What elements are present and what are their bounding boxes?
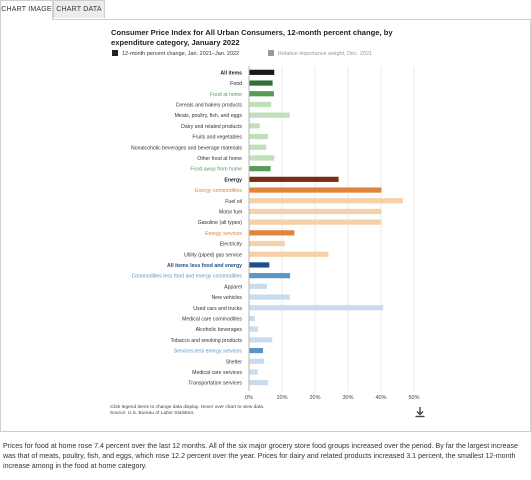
chart-title: Consumer Price Index for All Urban Consu… (111, 28, 393, 47)
summary-paragraph: Prices for food at home rose 7.4 percent… (3, 442, 518, 470)
bar[interactable] (249, 101, 272, 108)
category-label: Motor fuel (219, 209, 242, 215)
category-label: Electricity (220, 242, 243, 248)
footnote-source: Source: U.S. Bureau of Labor Statistics. (110, 411, 195, 416)
category-label: Shelter (226, 359, 243, 365)
category-label: Nonalcoholic beverages and beverage mate… (131, 145, 242, 151)
category-label: Fuel oil (225, 199, 242, 205)
bar[interactable] (249, 369, 258, 375)
bar[interactable] (249, 155, 275, 161)
chart-footnote: Click legend items to change data displa… (110, 405, 264, 417)
category-label: Meats, poultry, fish, and eggs (175, 113, 243, 119)
x-tick-label: 20% (309, 395, 320, 401)
bar[interactable] (249, 123, 260, 129)
category-label: Food at home (210, 92, 242, 98)
footnote-instructions: Click legend items to change data displa… (110, 405, 265, 410)
bar[interactable] (249, 305, 384, 311)
category-label: Energy commodities (195, 188, 242, 194)
category-label: Medical care services (192, 370, 242, 376)
category-label: Services less energy services (174, 349, 243, 355)
bar[interactable] (249, 337, 273, 343)
legend-item-percent-change[interactable]: 12-month percent change, Jan. 2021–Jan. … (112, 50, 239, 57)
bar[interactable] (249, 315, 255, 322)
bar[interactable] (249, 208, 382, 215)
category-label: Used cars and trucks (193, 306, 242, 312)
x-tick-label: 0% (245, 395, 253, 401)
category-label: Food (230, 81, 242, 87)
tab-chart-image[interactable]: CHART IMAGE (0, 0, 53, 20)
category-label: Fruits and vegetables (192, 135, 242, 141)
bar[interactable] (249, 198, 403, 204)
bar[interactable] (249, 273, 291, 279)
bar[interactable] (249, 91, 274, 97)
category-label: Energy (224, 177, 242, 183)
tab-bar: CHART IMAGE CHART DATA (0, 0, 531, 20)
bar[interactable] (249, 240, 285, 247)
bar[interactable] (249, 112, 290, 118)
bar[interactable] (249, 326, 259, 332)
x-tick-label: 50% (408, 395, 419, 401)
category-label: Other food at home (197, 156, 242, 162)
bar[interactable] (249, 176, 339, 182)
legend-label-percent-change: 12-month percent change, Jan. 2021–Jan. … (122, 51, 240, 57)
category-label: Cereals and bakery products (176, 102, 243, 108)
category-label: All items (220, 70, 242, 76)
legend-item-relative-importance[interactable]: Relative importance weight, Dec. 2021 (268, 50, 372, 57)
download-icon[interactable] (414, 405, 426, 418)
category-label: Utility (piped) gas service (184, 252, 242, 258)
bar[interactable] (249, 380, 268, 386)
category-label: New vehicles (211, 295, 242, 301)
bar[interactable] (249, 69, 275, 75)
category-label: Energy services (205, 231, 242, 237)
bar[interactable] (249, 358, 265, 364)
legend-swatch-percent-change (112, 50, 118, 56)
bar[interactable] (249, 219, 382, 225)
bar[interactable] (249, 133, 268, 140)
category-label: Food away from home (190, 167, 242, 173)
category-label: Commodities less food and energy commodi… (132, 274, 243, 280)
bar[interactable] (249, 166, 271, 172)
category-label: Dairy and related products (181, 124, 242, 130)
category-label: Medical care commodities (182, 316, 242, 322)
x-tick-label: 30% (342, 395, 353, 401)
category-label: Apparel (224, 284, 242, 290)
bar[interactable] (249, 262, 270, 268)
tab-chart-data[interactable]: CHART DATA (53, 0, 105, 18)
legend-swatch-relative-importance (268, 50, 274, 56)
x-tick-label: 40% (375, 395, 386, 401)
bar[interactable] (249, 80, 273, 86)
bar[interactable] (249, 144, 267, 150)
bar[interactable] (249, 347, 264, 354)
category-label: Gasoline (all types) (198, 220, 243, 226)
legend-label-relative-importance: Relative importance weight, Dec. 2021 (278, 51, 373, 57)
category-label: Alcoholic beverages (196, 327, 243, 333)
bar[interactable] (249, 294, 290, 300)
bar[interactable] (249, 230, 295, 236)
bar[interactable] (249, 283, 267, 289)
bar[interactable] (249, 187, 382, 193)
x-tick-label: 10% (276, 395, 287, 401)
bar[interactable] (249, 251, 329, 257)
category-label: Transportation services (188, 381, 242, 387)
category-label: All items less food and energy (167, 263, 242, 269)
category-label: Tobacco and smoking products (170, 338, 242, 344)
